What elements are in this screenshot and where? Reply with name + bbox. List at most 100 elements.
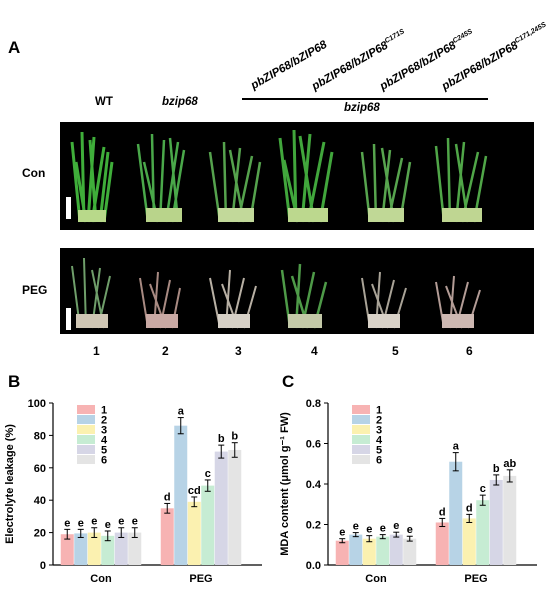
- legend-swatch: [77, 435, 95, 444]
- bar: [201, 485, 215, 565]
- y-tick-label: 100: [28, 398, 46, 410]
- bar: [435, 522, 449, 565]
- bar: [228, 449, 242, 565]
- plant-group-con-4: [278, 129, 334, 223]
- bar: [74, 533, 88, 565]
- y-tick-label: 40: [34, 495, 46, 507]
- significance-letter: b: [218, 433, 225, 445]
- bracket-line: [242, 98, 488, 100]
- legend-swatch: [352, 405, 370, 414]
- legend-swatch: [352, 445, 370, 454]
- significance-letter: b: [231, 431, 238, 443]
- bar: [362, 538, 376, 565]
- significance-letter: d: [439, 506, 446, 518]
- y-axis-label: Electrolyte leakage (%): [4, 424, 16, 544]
- bar: [187, 501, 201, 565]
- bar: [403, 538, 417, 565]
- scale-bar-peg: [66, 308, 71, 330]
- bar: [349, 534, 363, 565]
- legend-label: 2: [101, 415, 107, 427]
- significance-letter: cd: [188, 485, 201, 497]
- bar: [87, 532, 101, 565]
- significance-letter: d: [466, 502, 473, 514]
- significance-letter: d: [164, 491, 171, 503]
- bar: [160, 508, 174, 565]
- bar: [376, 536, 390, 565]
- panel-c-letter: C: [282, 372, 295, 391]
- legend-swatch: [77, 455, 95, 464]
- photo-peg: [60, 248, 534, 334]
- bar: [449, 461, 463, 565]
- bracket-label: bzip68: [344, 102, 380, 114]
- x-category-label: PEG: [464, 573, 487, 585]
- bar: [389, 534, 403, 565]
- legend-label: 1: [376, 405, 382, 417]
- significance-letter: e: [393, 520, 399, 532]
- lane-number-3: 3: [235, 344, 242, 358]
- significance-letter: e: [78, 517, 84, 529]
- genotype-complement-c171-245s: pbZIP68/bZIP68C171,245S: [440, 21, 548, 93]
- significance-letter: c: [480, 483, 486, 495]
- significance-letter: c: [205, 468, 211, 480]
- panel-a-letter: A: [8, 38, 21, 57]
- legend-swatch: [352, 455, 370, 464]
- legend-label: 4: [376, 435, 383, 447]
- significance-letter: e: [132, 516, 138, 528]
- legend-label: 6: [101, 455, 107, 467]
- chart-mda-content: 0.0 0.2 0.4 0.6 0.8 MDA content (μmol g⁻¹ FW)…: [279, 398, 537, 585]
- photo-con: [60, 122, 534, 230]
- plant-group-peg-2: [139, 271, 181, 329]
- significance-letter: a: [453, 441, 460, 453]
- bar: [335, 540, 349, 565]
- plant-group-peg-4: [280, 263, 328, 329]
- significance-letter: e: [353, 521, 359, 533]
- legend-label: 1: [101, 405, 107, 417]
- plant-group-con-5: [360, 143, 412, 223]
- y-tick-label: 0.4: [306, 479, 322, 491]
- y-tick-label: 0.8: [306, 398, 321, 410]
- lane-number-5: 5: [392, 344, 399, 358]
- y-tick-label: 0.0: [306, 560, 321, 572]
- bar: [114, 532, 128, 565]
- legend-swatch: [77, 415, 95, 424]
- bar: [503, 475, 517, 565]
- plant-group-peg-3: [209, 269, 257, 329]
- y-tick-label: 0.2: [306, 520, 321, 532]
- bar: [174, 425, 188, 565]
- genotype-wt: WT: [95, 96, 113, 108]
- x-category-label: PEG: [189, 573, 212, 585]
- legend-swatch: [77, 445, 95, 454]
- significance-letter: e: [366, 524, 372, 536]
- significance-letter: e: [339, 527, 345, 539]
- legend-swatch: [77, 405, 95, 414]
- bar: [489, 479, 503, 565]
- lane-number-6: 6: [466, 344, 473, 358]
- plant-group-peg-5: [361, 271, 407, 329]
- legend-label: 6: [376, 455, 382, 467]
- y-axis-label: MDA content (μmol g⁻¹ FW): [279, 412, 291, 556]
- legend-label: 3: [376, 425, 382, 437]
- legend-swatch: [77, 425, 95, 434]
- panel-b-letter: B: [8, 372, 21, 391]
- legend-swatch: [352, 425, 370, 434]
- bar: [476, 500, 490, 565]
- y-tick-label: 60: [34, 463, 46, 475]
- legend-label: 4: [101, 435, 108, 447]
- legend-label: 2: [376, 415, 382, 427]
- genotype-bzip68: bzip68: [162, 96, 198, 108]
- plant-group-peg-6: [435, 275, 481, 329]
- legend-swatch: [352, 435, 370, 444]
- bar: [101, 535, 115, 565]
- significance-letter: e: [118, 516, 124, 528]
- significance-letter: a: [178, 406, 185, 418]
- lane-number-4: 4: [311, 344, 318, 358]
- significance-letter: e: [105, 519, 111, 531]
- scale-bar-con: [66, 197, 71, 219]
- legend-label: 5: [101, 445, 107, 457]
- plant-group-con-3: [208, 141, 262, 223]
- row-label-peg: PEG: [22, 283, 48, 297]
- significance-letter: e: [380, 523, 386, 535]
- significance-letter: b: [493, 463, 500, 475]
- significance-letter: e: [64, 517, 70, 529]
